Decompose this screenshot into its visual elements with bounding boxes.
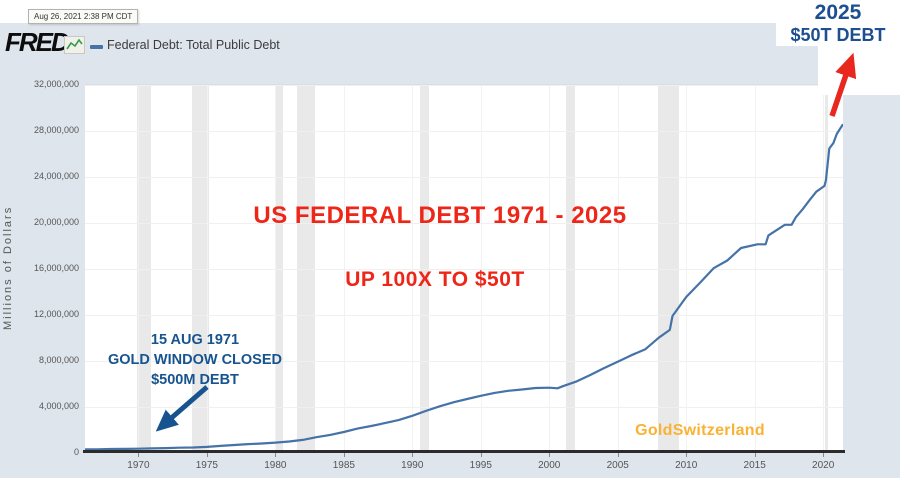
x-tick-label: 1970 [127,460,150,471]
vertical-gridline [480,85,482,453]
vertical-gridline [617,85,619,453]
horizontal-gridline [85,269,843,270]
y-tick-label: 28,000,000 [33,125,79,135]
target-annotation: 2025 $50T DEBT [776,1,900,46]
legend-line-swatch [90,45,103,49]
fred-logo: FRED® [5,27,73,58]
vertical-gridline [206,85,208,453]
y-tick-label: 4,000,000 [38,401,79,411]
x-axis-line [83,450,845,453]
x-tick-mark [617,453,619,457]
y-tick-label: 24,000,000 [33,171,79,181]
blue-arrow [155,385,209,432]
x-tick-label: 2005 [606,460,629,471]
y-tick-label: 8,000,000 [38,355,79,365]
x-tick-label: 2000 [538,460,561,471]
x-tick-mark [686,453,688,457]
x-tick-mark [412,453,414,457]
vertical-gridline [138,85,140,453]
red-arrow [829,52,857,117]
annotation-gold-window: 15 AUG 1971 GOLD WINDOW CLOSED $500M DEB… [55,330,335,390]
fred-logo-text: FRED [5,27,70,57]
fred-chart: FRED® Federal Debt: Total Public Debt Mi… [0,23,900,478]
vertical-gridline [343,85,345,453]
gold-window-line1: 15 AUG 1971 [150,332,240,348]
gold-window-line3: $500M DEBT [151,372,239,388]
horizontal-gridline [85,177,843,178]
vertical-gridline [754,85,756,453]
horizontal-gridline [85,223,843,224]
x-tick-label: 2015 [743,460,766,471]
horizontal-gridline [85,131,843,132]
x-tick-label: 1995 [469,460,492,471]
annotation-subheadline: UP 100X TO $50T [345,268,525,291]
y-tick-label: 12,000,000 [33,309,79,319]
y-tick-label: 16,000,000 [33,263,79,273]
horizontal-gridline [85,85,843,86]
gold-window-line2: GOLD WINDOW CLOSED [108,352,282,368]
target-debt: $50T DEBT [790,25,886,45]
vertical-gridline [686,85,688,453]
debt-line [85,123,843,451]
y-tick-label: 0 [73,447,79,457]
timestamp-tooltip: Aug 26, 2021 2:38 PM CDT [28,9,139,24]
annotation-headline: US FEDERAL DEBT 1971 - 2025 [253,202,627,229]
horizontal-gridline [85,407,843,408]
x-tick-mark [206,453,208,457]
vertical-gridline [823,85,825,453]
y-tick-label: 32,000,000 [33,79,79,89]
x-tick-label: 1985 [332,460,355,471]
y-tick-label: 20,000,000 [33,217,79,227]
horizontal-gridline [85,361,843,362]
x-tick-label: 1990 [401,460,424,471]
fred-logo-chart-icon [64,36,85,54]
x-tick-mark [549,453,551,457]
x-tick-mark [343,453,345,457]
legend-series-label: Federal Debt: Total Public Debt [107,38,280,52]
x-tick-label: 1980 [264,460,287,471]
debt-line-svg [85,123,843,451]
x-tick-mark [754,453,756,457]
plot-area [85,84,843,453]
vertical-gridline [412,85,414,453]
x-tick-label: 2020 [812,460,835,471]
x-tick-mark [480,453,482,457]
watermark: GoldSwitzerland [635,422,765,439]
target-year: 2025 [814,1,862,24]
horizontal-gridline [85,315,843,316]
x-tick-label: 2010 [675,460,698,471]
vertical-gridline [549,85,551,453]
x-tick-mark [275,453,277,457]
x-tick-label: 1975 [195,460,218,471]
x-tick-mark [823,453,825,457]
vertical-gridline [275,85,277,453]
x-tick-mark [138,453,140,457]
